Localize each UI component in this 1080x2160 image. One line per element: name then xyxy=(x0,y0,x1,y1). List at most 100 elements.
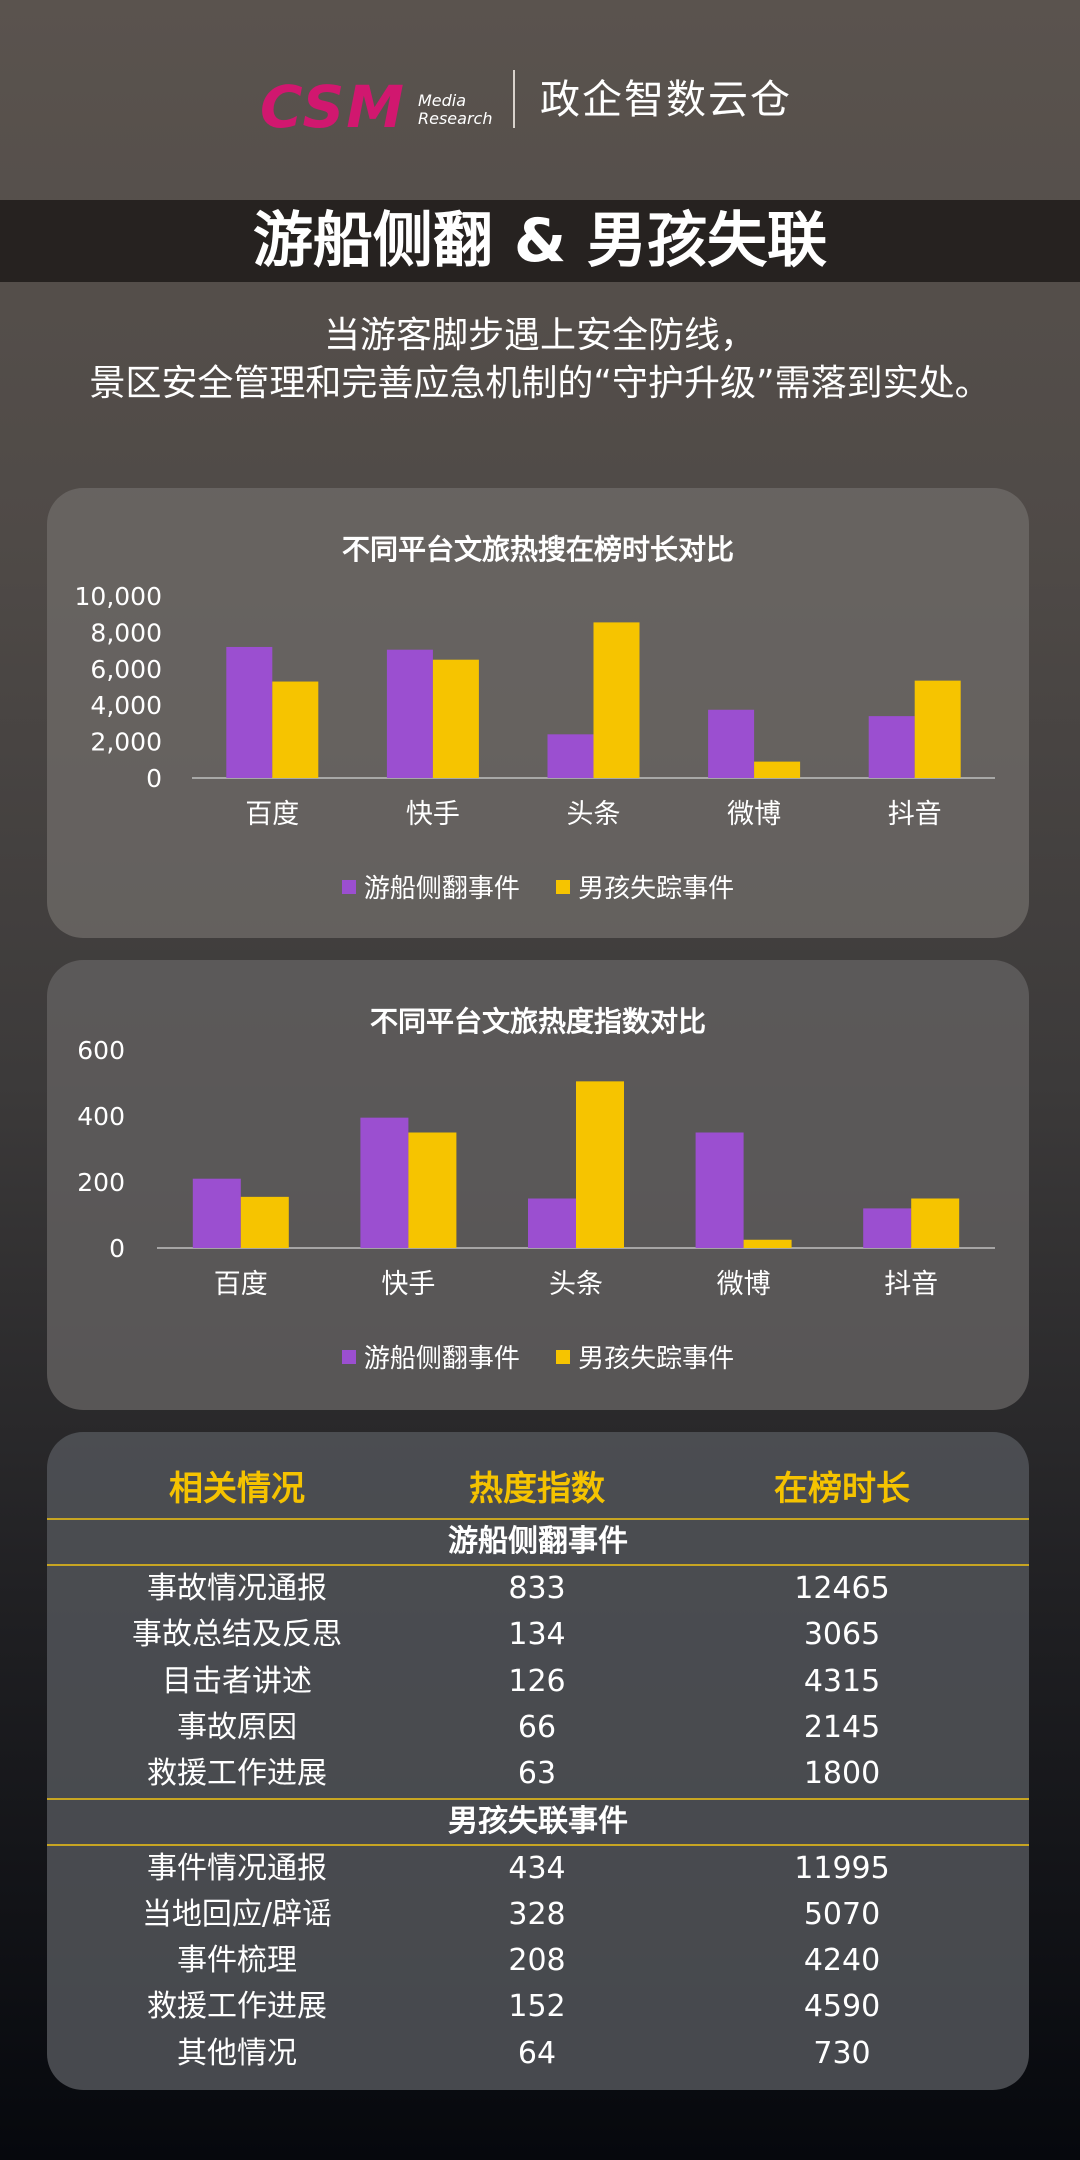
row-situation-cell: 当地回应/辟谣 xyxy=(141,1896,333,1932)
bar-boy-missing xyxy=(576,1081,624,1248)
table-row: 目击者讲述 126 4315 xyxy=(47,1659,1029,1705)
header: CSM Media Research 政企智数云仓 xyxy=(0,60,1080,141)
x-category-label: 抖音 xyxy=(888,799,942,830)
subtitle-line2: 景区安全管理和完善应急机制的“守护升级”需落到实处。 xyxy=(89,363,991,404)
table-row: 救援工作进展 63 1800 xyxy=(47,1751,1029,1797)
bar-cruise-capsize xyxy=(386,649,433,778)
row-situation-cell: 目击者讲述 xyxy=(162,1663,312,1699)
chart-title: 不同平台文旅热度指数对比 xyxy=(369,1005,706,1038)
y-tick-label: 6,000 xyxy=(90,655,162,684)
legend-item-series1: 游船侧翻事件 xyxy=(341,1338,520,1375)
table-row: 事件梳理 208 4240 xyxy=(47,1938,1029,1984)
logo-main-text: CSM xyxy=(260,73,406,141)
x-category-label: 快手 xyxy=(381,1269,435,1300)
bar-boy-missing xyxy=(743,1239,792,1248)
legend-label: 游船侧翻事件 xyxy=(363,874,520,904)
table-row: 事件情况通报 434 11995 xyxy=(47,1846,1029,1892)
row-duration-cell: 730 xyxy=(813,2035,871,2071)
legend-label: 男孩失踪事件 xyxy=(578,874,735,904)
row-duration-cell: 4315 xyxy=(803,1663,881,1699)
table-row: 救援工作进展 152 4590 xyxy=(47,1984,1029,2030)
legend-swatch-purple xyxy=(341,1349,356,1364)
section-rule xyxy=(47,1564,1029,1566)
row-situation-cell: 救援工作进展 xyxy=(147,1756,327,1792)
row-situation-cell: 事件情况通报 xyxy=(147,1850,327,1886)
row-heat-cell: 66 xyxy=(517,1709,557,1745)
row-situation-cell: 事故情况通报 xyxy=(147,1571,327,1606)
title-band: 游船侧翻 & 男孩失联 xyxy=(0,200,1080,282)
section-title: 游船侧翻事件 xyxy=(448,1524,628,1559)
legend-label: 男孩失踪事件 xyxy=(578,1344,735,1374)
row-duration-cell: 5070 xyxy=(803,1896,881,1932)
header-situation: 相关情况 xyxy=(169,1469,305,1509)
row-duration-cell: 4240 xyxy=(803,1943,881,1979)
row-duration-cell: 3065 xyxy=(803,1617,881,1653)
heat-bar-chart: 0 200 400 600 百度 快手 头条 微博 抖音 xyxy=(77,1036,995,1300)
legend-item-series2: 男孩失踪事件 xyxy=(556,868,734,905)
data-table-card: 相关情况 热度指数 在榜时长 游船侧翻事件事故情况通报 833 12465 事故总结及… xyxy=(47,1432,1029,2090)
row-heat-cell: 63 xyxy=(517,1756,557,1792)
header-divider xyxy=(513,70,515,128)
brand-name: 政企智数云仓 xyxy=(540,77,792,123)
table-row: 事故原因 66 2145 xyxy=(47,1705,1029,1751)
table-row: 其他情况 64 730 xyxy=(47,2031,1029,2077)
chart-title: 不同平台文旅热搜在榜时长对比 xyxy=(341,533,734,566)
section-title: 男孩失联事件 xyxy=(448,1803,628,1839)
y-tick-label: 8,000 xyxy=(90,618,162,647)
bar-cruise-capsize xyxy=(226,646,273,778)
row-heat-cell: 64 xyxy=(517,2035,557,2071)
bar-cruise-capsize xyxy=(528,1198,576,1248)
page-title: 游船侧翻 & 男孩失联 xyxy=(252,206,828,276)
table-row: 事故情况通报 833 12465 xyxy=(47,1566,1029,1612)
chart-card-heat: 不同平台文旅热度指数对比 0 200 400 600 百度 快手 头条 微博 抖音 游船侧翻事件… xyxy=(47,960,1029,1410)
legend-item-series2: 男孩失踪事件 xyxy=(556,1338,734,1375)
row-situation-cell: 事故总结及反思 xyxy=(132,1617,342,1653)
y-tick-label: 10,000 xyxy=(75,582,162,611)
bar-boy-missing xyxy=(432,659,479,778)
row-duration-cell: 2145 xyxy=(803,1709,881,1745)
x-category-label: 微博 xyxy=(717,1269,771,1300)
y-tick-label: 200 xyxy=(77,1168,125,1197)
legend-swatch-yellow xyxy=(556,1349,571,1364)
y-tick-label: 2,000 xyxy=(90,728,162,757)
bar-cruise-capsize xyxy=(708,709,755,778)
chart-legend: 游船侧翻事件 男孩失踪事件 xyxy=(47,1338,1029,1375)
row-heat-cell: 328 xyxy=(508,1896,566,1932)
bar-cruise-capsize xyxy=(547,734,594,778)
subtitle-line1: 当游客脚步遇上安全防线， xyxy=(323,315,756,356)
row-heat-cell: 833 xyxy=(508,1571,566,1606)
header-duration: 在榜时长 xyxy=(774,1469,910,1509)
row-heat-cell: 152 xyxy=(508,1989,566,2025)
row-situation-cell: 事件梳理 xyxy=(177,1943,297,1979)
y-tick-label: 0 xyxy=(109,1234,125,1263)
x-category-label: 头条 xyxy=(549,1269,603,1300)
section-rule xyxy=(47,1843,1029,1846)
legend-label: 游船侧翻事件 xyxy=(363,1344,520,1374)
bar-boy-missing xyxy=(240,1196,289,1248)
y-tick-label: 600 xyxy=(77,1036,125,1065)
row-duration-cell: 11995 xyxy=(794,1850,890,1886)
table-header: 相关情况 热度指数 在榜时长 xyxy=(47,1464,1029,1514)
section-rule xyxy=(47,1797,1029,1800)
header-heat-index: 热度指数 xyxy=(469,1469,605,1509)
x-category-label: 百度 xyxy=(245,799,299,830)
row-situation-cell: 救援工作进展 xyxy=(147,1989,327,2025)
row-heat-cell: 208 xyxy=(508,1943,566,1979)
chart-legend: 游船侧翻事件 男孩失踪事件 xyxy=(47,868,1029,905)
subtitle: 当游客脚步遇上安全防线， 景区安全管理和完善应急机制的“守护升级”需落到实处。 xyxy=(0,312,1080,408)
legend-swatch-yellow xyxy=(556,879,571,894)
duration-bar-chart: 0 2,000 4,000 6,000 8,000 10,000 百度 快手 头条 微博 抖音 xyxy=(75,582,995,830)
y-tick-label: 0 xyxy=(146,764,162,793)
section-rule xyxy=(47,1518,1029,1520)
x-category-label: 头条 xyxy=(567,799,621,830)
y-tick-label: 400 xyxy=(77,1102,125,1131)
bar-cruise-capsize xyxy=(868,716,915,778)
row-duration-cell: 12465 xyxy=(794,1571,890,1606)
bar-boy-missing xyxy=(272,681,319,778)
bar-cruise-capsize xyxy=(863,1208,912,1248)
bar-cruise-capsize xyxy=(192,1178,241,1248)
bar-boy-missing xyxy=(593,622,640,778)
bar-cruise-capsize xyxy=(360,1117,409,1248)
bar-boy-missing xyxy=(911,1198,960,1248)
legend-item-series1: 游船侧翻事件 xyxy=(341,868,520,905)
